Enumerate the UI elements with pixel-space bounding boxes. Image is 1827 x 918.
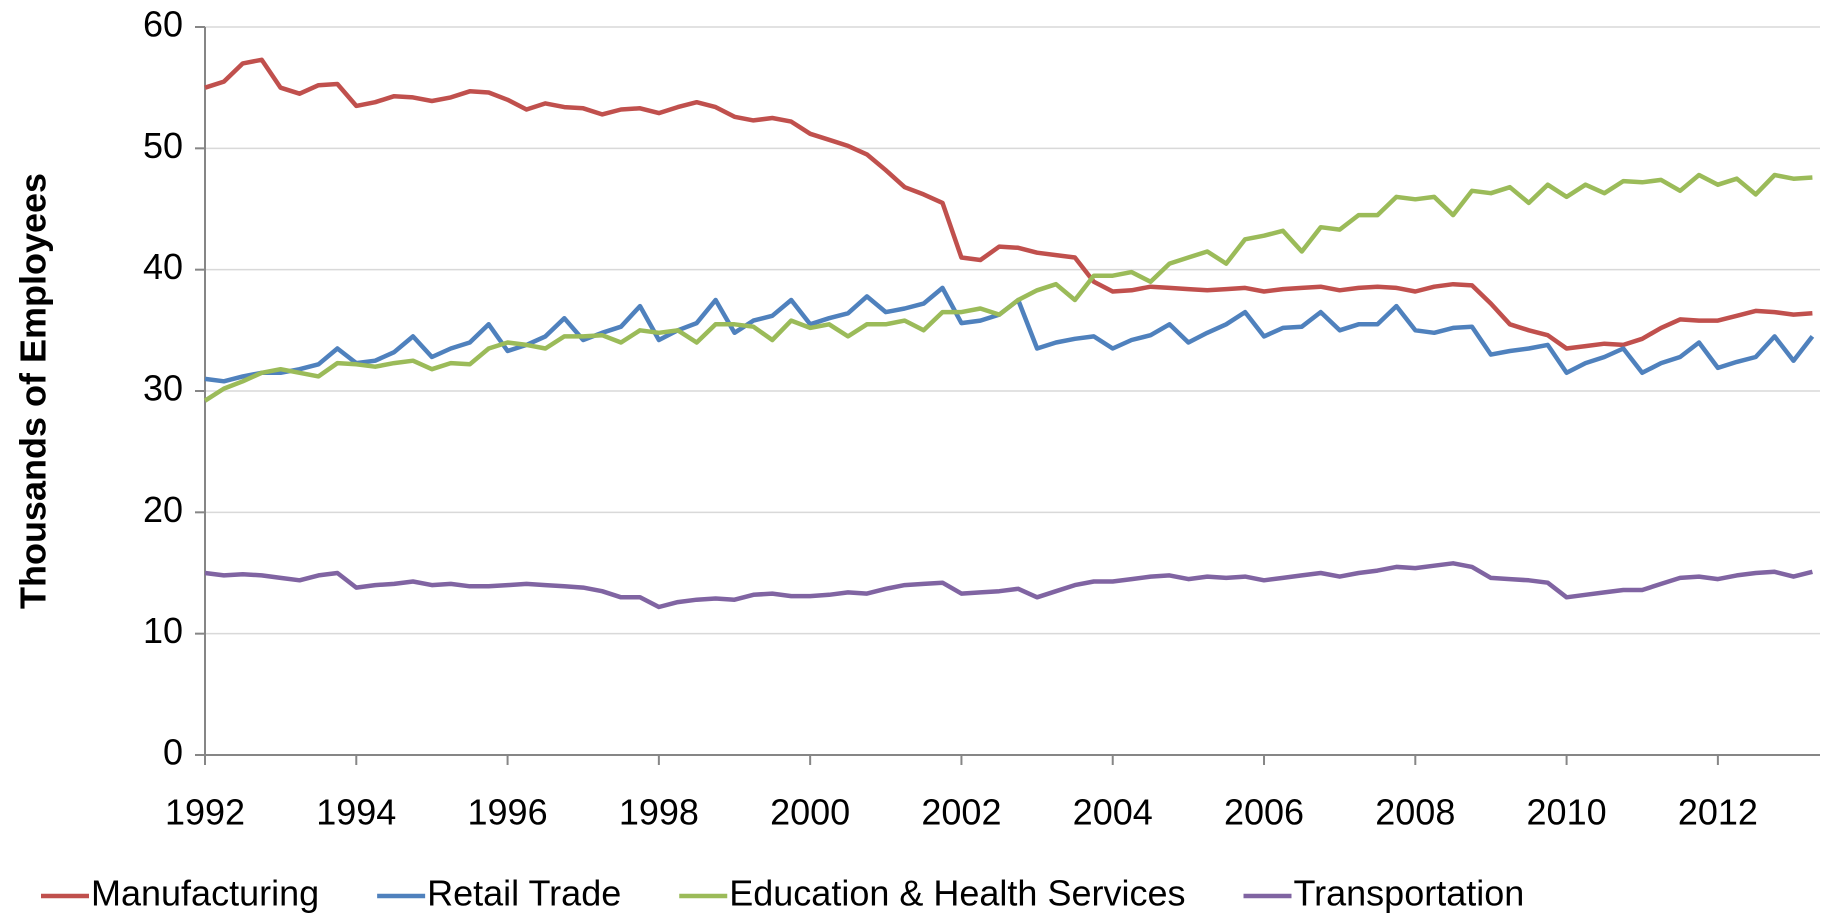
series-line	[204, 57, 1813, 351]
y-tick-label: 40	[143, 246, 183, 287]
series-line	[203, 172, 1813, 403]
x-tick-label: 2010	[1527, 792, 1607, 833]
y-tick-label: 50	[143, 125, 183, 166]
legend-label: Manufacturing	[91, 873, 319, 914]
x-tick-label: 1994	[316, 792, 396, 833]
x-tick-label: 1998	[619, 792, 699, 833]
legend-label: Education & Health Services	[729, 873, 1185, 914]
x-tick-label: 1996	[468, 792, 548, 833]
series-line	[204, 561, 1813, 610]
y-tick-label: 0	[163, 732, 183, 773]
y-tick-label: 30	[143, 368, 183, 409]
x-tick-label: 2006	[1224, 792, 1304, 833]
x-tick-label: 2004	[1073, 792, 1153, 833]
x-tick-label: 2000	[770, 792, 850, 833]
legend-label: Retail Trade	[427, 873, 621, 914]
series-line	[204, 285, 1815, 384]
legend-label: Transportation	[1294, 873, 1525, 914]
y-tick-label: 20	[143, 489, 183, 530]
y-tick-label: 10	[143, 610, 183, 651]
y-axis-label: Thousands of Employees	[13, 173, 54, 609]
x-tick-label: 2008	[1375, 792, 1455, 833]
x-tick-label: 2002	[921, 792, 1001, 833]
x-tick-label: 1992	[165, 792, 245, 833]
y-tick-label: 60	[143, 4, 183, 45]
x-tick-label: 2012	[1678, 792, 1758, 833]
